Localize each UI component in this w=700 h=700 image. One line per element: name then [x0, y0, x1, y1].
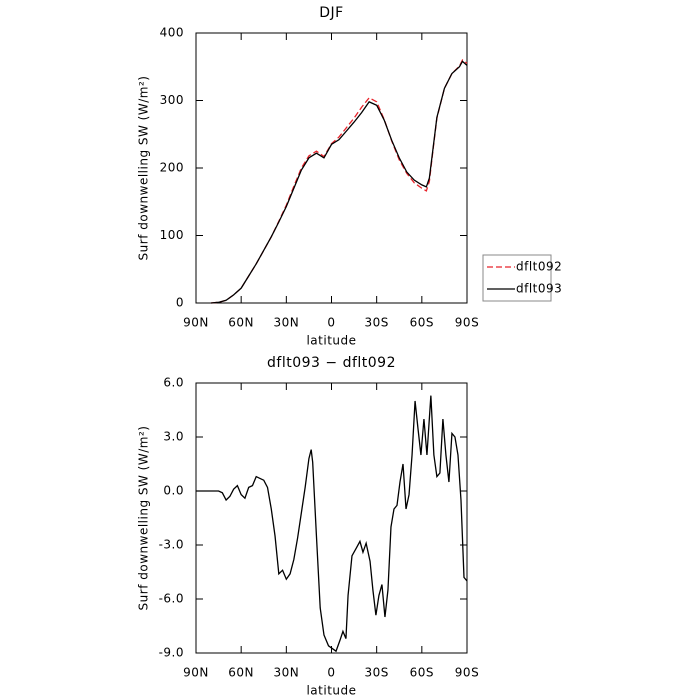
x-tick-label: 90N [183, 666, 209, 680]
x-tick-label: 0 [327, 316, 335, 330]
x-axis-label: latitude [306, 334, 356, 348]
chart-title: dflt093 − dflt092 [267, 355, 396, 371]
y-tick-label: 0 [176, 296, 184, 310]
plot-frame [195, 382, 468, 654]
x-tick-label: 60N [228, 316, 254, 330]
plot-frame [195, 32, 468, 304]
x-axis-label: latitude [306, 684, 356, 698]
data-line [211, 60, 468, 304]
legend-box [482, 254, 552, 302]
x-tick-label: 30S [364, 316, 388, 330]
y-tick-label: 200 [160, 161, 184, 175]
x-tick-label: 30N [273, 666, 299, 680]
x-tick-label: 30S [364, 666, 388, 680]
y-tick-label: 0.0 [163, 484, 184, 498]
legend-label: dflt092 [516, 260, 562, 274]
y-axis-label: Surf downwelling SW (W/m²) [137, 426, 151, 611]
y-tick-label: 100 [160, 228, 184, 242]
data-line [196, 395, 468, 653]
x-tick-label: 60N [228, 666, 254, 680]
x-tick-label: 60S [410, 666, 434, 680]
x-tick-label: 90S [455, 316, 479, 330]
chart-title: DJF [319, 5, 343, 21]
x-tick-label: 90S [455, 666, 479, 680]
legend-label: dflt093 [516, 282, 562, 296]
x-tick-label: 30N [273, 316, 299, 330]
y-tick-label: -3.0 [159, 538, 184, 552]
y-tick-label: -6.0 [159, 592, 184, 606]
x-tick-label: 60S [410, 316, 434, 330]
y-tick-label: 400 [160, 26, 184, 40]
x-tick-label: 0 [327, 666, 335, 680]
y-tick-label: 3.0 [163, 430, 184, 444]
y-tick-label: 300 [160, 93, 184, 107]
y-tick-label: 6.0 [163, 376, 184, 390]
y-axis-label: Surf downwelling SW (W/m²) [137, 76, 151, 261]
y-tick-label: -9.0 [159, 646, 184, 660]
x-tick-label: 90N [183, 316, 209, 330]
